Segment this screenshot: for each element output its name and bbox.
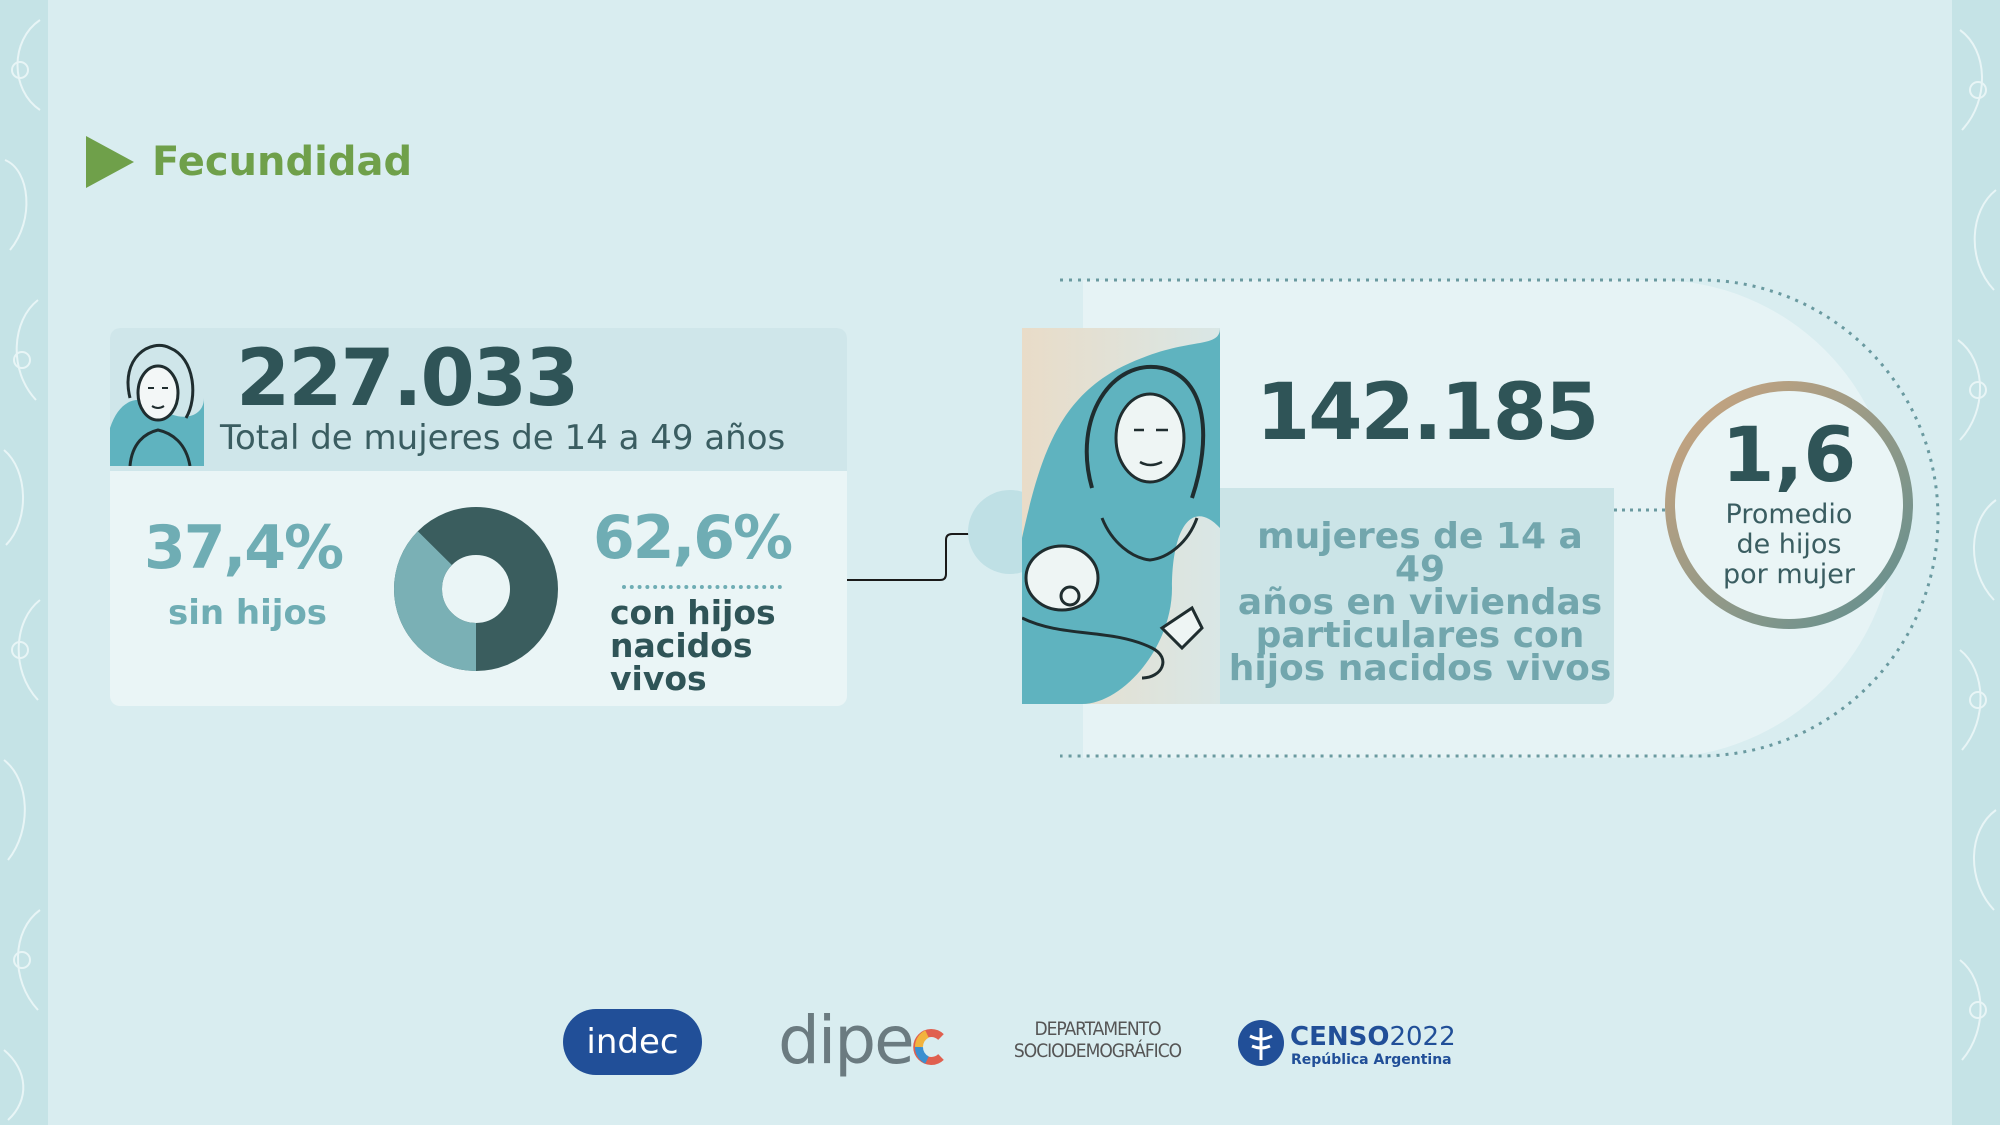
censo-emblem-icon <box>1238 1020 1284 1066</box>
censo-word: CENSO <box>1290 1022 1390 1052</box>
indec-logo: indec <box>563 1009 702 1075</box>
donut-slice-sin-hijos <box>394 507 558 671</box>
mother-with-baby-illustration <box>1021 328 1220 704</box>
mothers-label-line3: particulares con <box>1255 615 1585 656</box>
left-decorative-strip <box>0 0 48 1125</box>
average-children-label-line3: por mujer <box>1723 559 1855 590</box>
average-children-value: 1,6 <box>1721 410 1857 499</box>
women-total-value: 227.033 <box>236 334 579 424</box>
dipec-logo: dipe <box>778 1002 947 1079</box>
mothers-value: 142.185 <box>1256 368 1599 458</box>
women-total-card: 227.033 Total de mujeres de 14 a 49 años… <box>110 328 847 706</box>
section-header: Fecundidad <box>86 136 412 188</box>
mothers-label-line1: mujeres de 14 a 49 <box>1257 516 1583 590</box>
average-children-label-line1: Promedio <box>1725 499 1853 530</box>
average-children-label: Promedio de hijos por mujer <box>1664 500 1914 590</box>
mothers-label-line2: años en viviendas <box>1237 582 1603 623</box>
mothers-label-line4: hijos nacidos vivos <box>1228 648 1612 689</box>
con-hijos-label-line1: con hijos <box>610 593 776 632</box>
censo-subtitle: República Argentina <box>1291 1052 1452 1068</box>
con-hijos-label-line2: nacidos <box>610 626 753 665</box>
mothers-label-box <box>1220 488 1614 704</box>
departamento-sociodemografico-logo: DEPARTAMENTO SOCIODEMOGRÁFICO <box>1010 1018 1185 1062</box>
dotted-divider <box>622 585 782 589</box>
woman-portrait-icon <box>110 338 204 467</box>
women-total-label: Total de mujeres de 14 a 49 años <box>220 418 786 458</box>
section-title: Fecundidad <box>152 139 413 185</box>
play-triangle-icon <box>86 136 134 188</box>
con-hijos-percent: 62,6% <box>593 503 793 573</box>
sin-hijos-label: sin hijos <box>168 593 328 633</box>
right-decorative-strip <box>1952 0 2000 1125</box>
average-children-ring <box>1665 381 1913 629</box>
depto-line2: SOCIODEMOGRÁFICO <box>1013 1040 1182 1062</box>
average-children-label-line2: de hijos <box>1736 529 1842 560</box>
con-hijos-label-line3: vivos <box>610 659 707 698</box>
censo-year: 2022 <box>1389 1022 1456 1052</box>
dipec-c-icon <box>912 1029 944 1065</box>
con-hijos-label: con hijos nacidos vivos <box>610 596 830 695</box>
children-donut-chart <box>394 507 558 671</box>
sin-hijos-percent: 37,4% <box>144 513 344 583</box>
mothers-label: mujeres de 14 a 49 años en viviendas par… <box>1228 516 1612 689</box>
censo-logo: CENSO2022 <box>1290 1022 1456 1052</box>
women-total-header <box>110 328 847 471</box>
depto-line1: DEPARTAMENTO <box>1034 1018 1161 1040</box>
dipec-logo-text: dipe <box>778 1002 915 1079</box>
